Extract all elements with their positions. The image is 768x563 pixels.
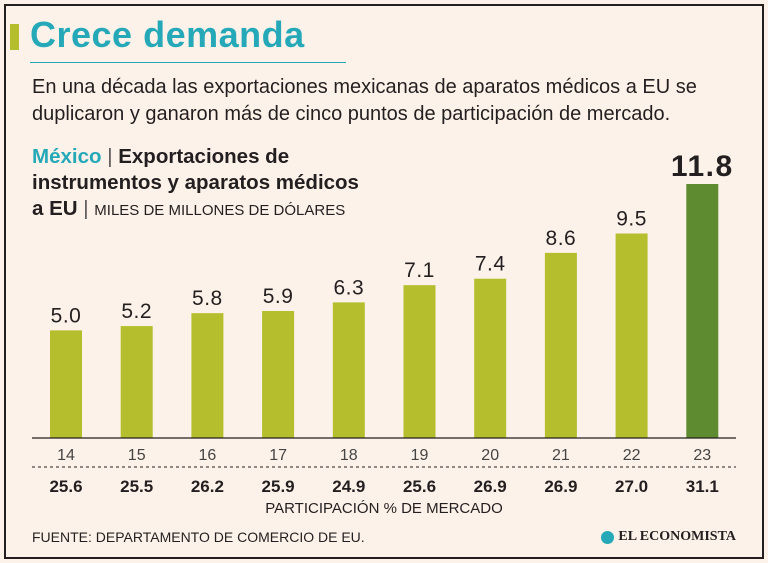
source-note: FUENTE: DEPARTAMENTO DE COMERCIO DE EU. <box>32 529 365 545</box>
x-tick-label-17: 17 <box>269 447 287 464</box>
market-share-21: 26.9 <box>544 477 577 496</box>
chart-title-line2: instrumentos y aparatos médicos <box>32 171 359 194</box>
value-label-19: 7.1 <box>404 259 435 282</box>
market-share-19: 25.6 <box>403 477 436 496</box>
market-share-22: 27.0 <box>615 477 648 496</box>
bar-21 <box>544 252 577 438</box>
value-label-15: 5.2 <box>121 300 152 323</box>
chart-title: México | Exportaciones de instrumentos y… <box>32 144 412 224</box>
value-label-23: 11.8 <box>671 150 734 183</box>
chart-title-line3: a EU <box>32 197 78 220</box>
value-label-22: 9.5 <box>616 208 647 231</box>
market-share-23: 31.1 <box>686 477 719 496</box>
x-tick-label-19: 19 <box>411 447 429 464</box>
x-tick-label-21: 21 <box>552 447 570 464</box>
bar-23 <box>686 184 719 438</box>
value-label-21: 8.6 <box>546 227 577 250</box>
market-share-16: 26.2 <box>191 477 224 496</box>
brand-name: EL ECONOMISTA <box>618 529 736 544</box>
brand-logo: EL ECONOMISTA <box>601 529 736 545</box>
bar-14 <box>50 330 82 438</box>
x-tick-label-22: 22 <box>623 447 641 464</box>
x-tick-label-15: 15 <box>128 447 146 464</box>
headline: Crece demanda <box>30 14 305 55</box>
market-share-15: 25.5 <box>120 477 153 496</box>
chart-title-country: México <box>32 145 102 168</box>
bar-22 <box>615 233 648 438</box>
bar-18 <box>332 302 365 438</box>
x-tick-label-18: 18 <box>340 447 358 464</box>
value-label-20: 7.4 <box>475 253 506 276</box>
subtitle: En una década las exportaciones mexicana… <box>32 76 697 125</box>
market-share-18: 24.9 <box>332 477 365 496</box>
market-share-17: 25.9 <box>262 477 295 496</box>
x-tick-label-20: 20 <box>481 447 499 464</box>
chart-title-line1: Exportaciones de <box>118 145 290 168</box>
bar-19 <box>403 285 436 438</box>
infographic-frame <box>4 4 764 559</box>
value-label-16: 5.8 <box>192 287 223 310</box>
market-share-20: 26.9 <box>474 477 507 496</box>
chart-title-separator-2: | <box>77 197 95 220</box>
bar-15 <box>120 326 153 438</box>
value-label-17: 5.9 <box>263 285 294 308</box>
value-label-14: 5.0 <box>51 304 82 327</box>
bar-20 <box>474 278 507 438</box>
market-share-label: PARTICIPACIÓN % DE MERCADO <box>265 500 503 517</box>
value-label-18: 6.3 <box>333 276 364 299</box>
bar-17 <box>262 311 295 438</box>
x-tick-label-16: 16 <box>199 447 217 464</box>
headline-rule <box>30 62 346 63</box>
bar-16 <box>191 313 224 438</box>
x-tick-label-23: 23 <box>693 447 711 464</box>
x-tick-label-14: 14 <box>57 447 75 464</box>
chart-unit: MILES DE MILLONES DE DÓLARES <box>94 202 346 219</box>
chart-title-separator: | <box>101 145 119 168</box>
headline-accent-bar <box>10 24 19 50</box>
market-share-14: 25.6 <box>49 477 82 496</box>
brand-icon <box>601 530 615 544</box>
